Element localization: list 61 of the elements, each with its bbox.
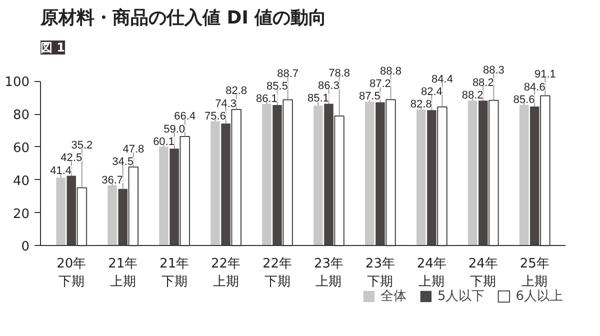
x-tick-label: 22年下期 <box>262 256 292 290</box>
x-tick-label: 21年下期 <box>160 256 190 290</box>
data-label: 34.5 <box>112 156 134 168</box>
data-label: 91.1 <box>534 68 556 81</box>
data-label: 84.4 <box>432 73 453 86</box>
bar <box>262 104 272 246</box>
data-label: 42.5 <box>60 152 82 164</box>
data-label: 35.2 <box>71 140 93 152</box>
data-label: 88.2 <box>472 77 494 90</box>
data-label: 86.3 <box>318 80 340 92</box>
data-label: 85.6 <box>513 94 535 106</box>
x-tick-label: 24年下期 <box>468 256 498 290</box>
data-label: 88.2 <box>462 90 484 102</box>
x-tick-label: 21年上期 <box>108 256 138 290</box>
x-tick-label: 22年上期 <box>211 256 241 290</box>
y-tick-label: 20 <box>12 206 30 222</box>
bar <box>159 146 168 246</box>
data-label: 82.4 <box>420 86 442 98</box>
y-tick-label: 40 <box>12 174 30 189</box>
data-label: 41.4 <box>50 164 72 177</box>
data-label: 47.8 <box>122 143 144 156</box>
data-label: 66.4 <box>174 110 196 123</box>
data-label: 86.1 <box>256 93 278 106</box>
legend-label: 全体 <box>380 288 406 305</box>
y-tick-label: 0 <box>21 240 30 255</box>
bar <box>365 102 374 246</box>
data-label: 84.6 <box>524 81 546 94</box>
caption: 図 1 <box>40 40 66 54</box>
y-tick-label: 60 <box>12 140 30 156</box>
x-tick-label: 23年上期 <box>314 256 344 290</box>
x-tick-label: 20年下期 <box>56 256 86 290</box>
data-label: 87.5 <box>358 90 380 103</box>
data-label: 74.3 <box>215 98 237 110</box>
data-label: 59.0 <box>164 123 186 136</box>
data-label: 60.1 <box>153 136 174 148</box>
bar <box>56 178 66 246</box>
bar <box>519 104 529 246</box>
y-tick-label: 80 <box>12 108 30 124</box>
data-label: 88.8 <box>380 66 402 78</box>
x-tick-label: 24年上期 <box>416 256 446 290</box>
data-label: 85.5 <box>266 80 288 92</box>
data-label: 82.8 <box>226 85 248 98</box>
x-tick-label: 23年下期 <box>365 256 395 290</box>
legend-label: 5人以下 <box>437 288 485 305</box>
bar <box>468 100 478 246</box>
data-label: 88.3 <box>482 64 504 76</box>
chart-title: 原材料・商品の仕入値 DI 値の動向 <box>40 8 327 28</box>
data-label: 87.2 <box>370 78 391 90</box>
data-label: 36.7 <box>102 174 124 186</box>
data-label: 85.1 <box>307 92 329 105</box>
bar <box>416 109 426 246</box>
data-label: 75.6 <box>204 110 226 122</box>
bar <box>314 106 323 246</box>
bar <box>108 185 117 246</box>
x-tick-label: 25年上期 <box>520 256 550 290</box>
data-label: 88.7 <box>277 68 299 80</box>
bar <box>210 121 220 246</box>
data-label: 82.8 <box>410 98 432 110</box>
y-tick-label: 100 <box>4 75 30 90</box>
data-label: 78.8 <box>328 68 350 80</box>
legend-label: 6人以上 <box>516 288 563 305</box>
